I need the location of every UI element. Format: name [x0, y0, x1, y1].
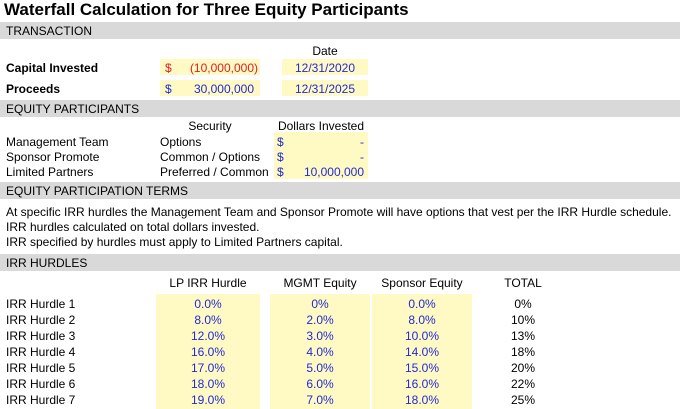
section-equity-participants: EQUITY PARTICIPANTS [0, 100, 680, 117]
participant-name: Limited Partners [6, 165, 94, 179]
hurdle-label: IRR Hurdle 1 [6, 297, 76, 311]
lp-irr-column[interactable] [156, 294, 260, 409]
mgmt-equity-column[interactable] [270, 294, 370, 409]
section-terms-label: EQUITY PARTICIPATION TERMS [6, 184, 189, 198]
hurdle-mgmt: 7.0% [306, 393, 334, 407]
security-header: Security [188, 119, 232, 133]
hurdle-total: 22% [510, 377, 536, 391]
capital-amount: (10,000,000) [189, 61, 258, 75]
hurdle-sponsor: 15.0% [404, 361, 440, 375]
terms-line: IRR hurdles calculated on total dollars … [6, 220, 260, 234]
participant-name: Sponsor Promote [6, 150, 100, 164]
total-header: TOTAL [504, 276, 542, 290]
hurdle-lp: 16.0% [190, 345, 226, 359]
participant-currency: $ [277, 150, 284, 164]
participant-currency: $ [277, 135, 284, 149]
terms-line: At specific IRR hurdles the Management T… [6, 205, 672, 219]
hurdle-sponsor: 10.0% [404, 329, 440, 343]
hurdle-lp: 8.0% [194, 313, 222, 327]
hurdle-label: IRR Hurdle 3 [6, 329, 76, 343]
hurdle-lp: 12.0% [190, 329, 226, 343]
participant-security: Options [160, 135, 202, 149]
hurdle-total: 0% [514, 297, 532, 311]
hurdle-label: IRR Hurdle 7 [6, 393, 76, 407]
hurdle-mgmt: 3.0% [306, 329, 334, 343]
hurdle-sponsor: 8.0% [408, 313, 436, 327]
hurdle-sponsor: 16.0% [404, 377, 440, 391]
hurdle-label: IRR Hurdle 2 [6, 313, 76, 327]
hurdle-sponsor: 14.0% [404, 345, 440, 359]
capital-date: 12/31/2020 [294, 61, 356, 75]
lp-irr-header: LP IRR Hurdle [169, 276, 247, 290]
section-irr-hurdles: IRR HURDLES [0, 254, 680, 271]
hurdle-total: 20% [510, 361, 536, 375]
participant-amount: - [360, 150, 364, 164]
hurdle-lp: 17.0% [190, 361, 226, 375]
participant-security: Preferred / Common [160, 165, 269, 179]
hurdle-label: IRR Hurdle 5 [6, 361, 76, 375]
dollars-invested-header: Dollars Invested [277, 119, 365, 133]
hurdle-total: 10% [510, 313, 536, 327]
hurdle-total: 13% [510, 329, 536, 343]
proceeds-date: 12/31/2025 [294, 82, 356, 96]
hurdle-mgmt: 5.0% [306, 361, 334, 375]
participant-currency: $ [277, 165, 284, 179]
mgmt-equity-header: MGMT Equity [283, 276, 357, 290]
hurdle-total: 18% [510, 345, 536, 359]
section-participation-terms: EQUITY PARTICIPATION TERMS [0, 182, 680, 199]
participant-security: Common / Options [160, 150, 261, 164]
sheet-title: Waterfall Calculation for Three Equity P… [4, 0, 409, 19]
capital-invested-cell[interactable] [160, 59, 260, 75]
hurdle-mgmt: 4.0% [306, 345, 334, 359]
section-transaction: TRANSACTION [0, 22, 680, 39]
hurdle-lp: 19.0% [190, 393, 226, 407]
dollars-invested-cells[interactable] [274, 132, 368, 179]
proceeds-currency: $ [165, 82, 172, 96]
date-header: Date [312, 44, 338, 58]
section-participants-label: EQUITY PARTICIPANTS [6, 102, 140, 116]
hurdle-mgmt: 6.0% [306, 377, 334, 391]
proceeds-amount: 30,000,000 [193, 82, 254, 96]
proceeds-label: Proceeds [6, 82, 61, 96]
terms-line: IRR specified by hurdles must apply to L… [6, 235, 343, 249]
sponsor-equity-column[interactable] [372, 294, 472, 409]
hurdle-sponsor: 18.0% [404, 393, 440, 407]
hurdle-lp: 0.0% [194, 297, 222, 311]
section-transaction-label: TRANSACTION [6, 24, 93, 38]
hurdle-label: IRR Hurdle 4 [6, 345, 76, 359]
hurdle-mgmt: 2.0% [306, 313, 334, 327]
capital-invested-label: Capital Invested [6, 61, 99, 75]
sponsor-equity-header: Sponsor Equity [381, 276, 463, 290]
capital-date-cell[interactable] [282, 59, 368, 75]
proceeds-cell[interactable] [160, 80, 260, 96]
capital-currency: $ [165, 61, 172, 75]
hurdle-mgmt: 0% [311, 297, 329, 311]
participant-name: Management Team [6, 135, 109, 149]
hurdle-label: IRR Hurdle 6 [6, 377, 76, 391]
hurdle-total: 25% [510, 393, 536, 407]
hurdle-lp: 18.0% [190, 377, 226, 391]
hurdle-sponsor: 0.0% [408, 297, 436, 311]
section-hurdles-label: IRR HURDLES [6, 256, 88, 270]
participant-amount: 10,000,000 [303, 165, 364, 179]
participant-amount: - [360, 135, 364, 149]
proceeds-date-cell[interactable] [282, 80, 368, 96]
